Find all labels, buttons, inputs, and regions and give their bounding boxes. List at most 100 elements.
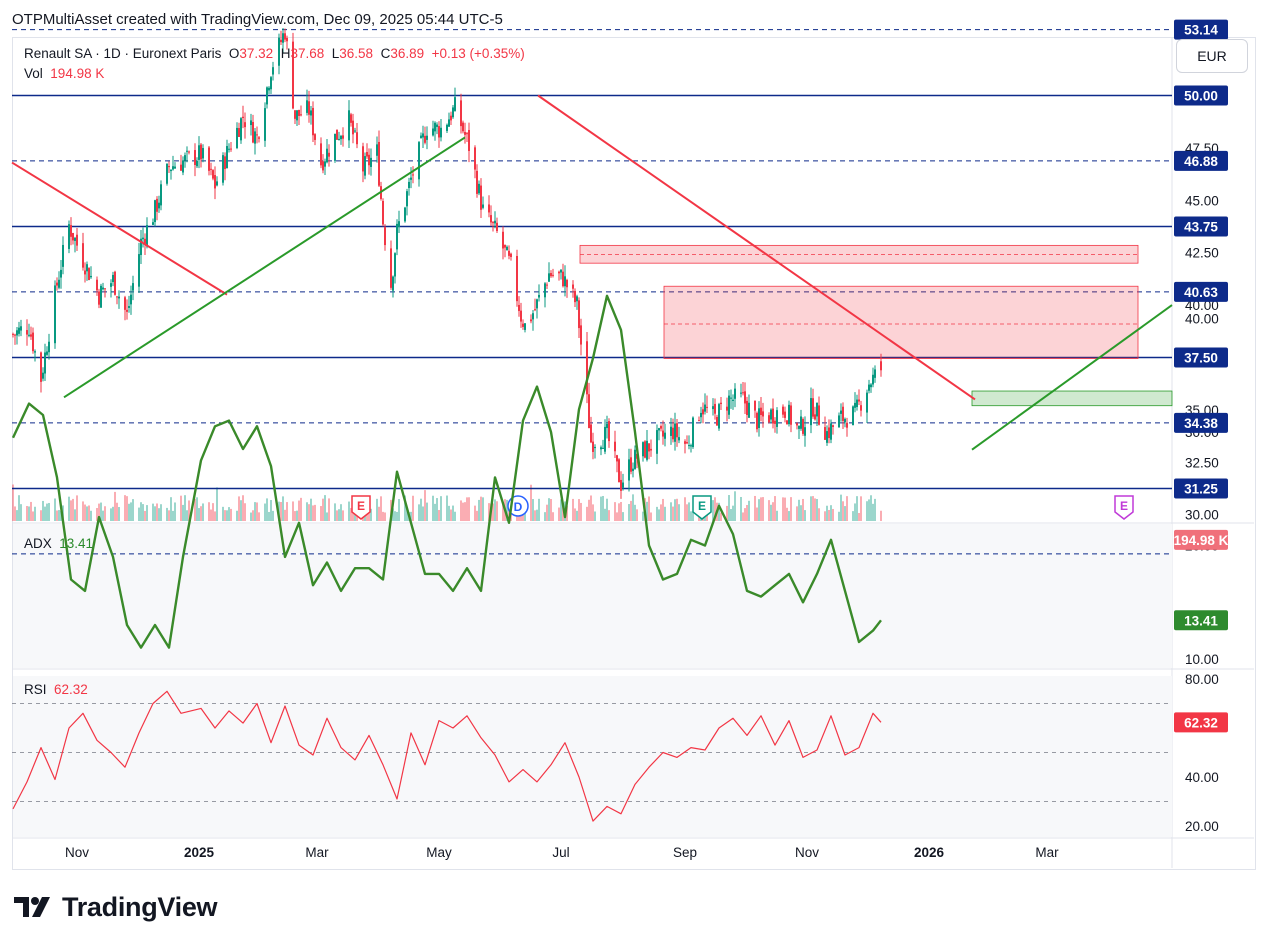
candle-body xyxy=(502,231,504,249)
level-badge: 31.25 xyxy=(1174,478,1228,499)
candle-body xyxy=(240,118,242,141)
candle-body xyxy=(160,184,162,206)
candle-body xyxy=(628,459,630,481)
volume-bar xyxy=(100,502,102,521)
volume-bar xyxy=(208,502,210,521)
volume-bar xyxy=(168,510,170,521)
volume-bar xyxy=(280,502,282,521)
volume-bar xyxy=(684,497,686,521)
candle-body xyxy=(712,406,714,410)
price-tick-label: 42.50 xyxy=(1185,246,1219,261)
currency-selector[interactable]: EUR xyxy=(1176,39,1248,73)
candle-body xyxy=(656,430,658,454)
candle-body xyxy=(418,142,420,180)
volume-bar xyxy=(734,491,736,521)
volume-bar xyxy=(88,505,90,521)
volume-bar xyxy=(284,509,286,521)
candle-body xyxy=(28,334,30,336)
candle-body xyxy=(376,144,378,156)
candle-body xyxy=(462,122,464,132)
volume-bar xyxy=(446,495,448,521)
volume-bar xyxy=(740,496,742,521)
volume-bar xyxy=(426,502,428,521)
volume-bar xyxy=(538,498,540,521)
candle-body xyxy=(242,116,244,119)
volume-bar xyxy=(348,501,350,521)
candle-body xyxy=(798,425,800,429)
candle-body xyxy=(210,168,212,170)
volume-bar xyxy=(74,509,76,521)
time-tick-label: Nov xyxy=(795,845,819,860)
candle-body xyxy=(146,225,148,247)
support-zone xyxy=(971,390,1173,407)
volume-bar xyxy=(874,498,876,521)
candle-body xyxy=(90,275,92,278)
candle-body xyxy=(300,114,302,116)
candle-body xyxy=(558,271,560,274)
candle-body xyxy=(156,198,158,212)
earnings-marker-red: E xyxy=(351,495,371,520)
tradingview-logo[interactable]: TradingView xyxy=(14,890,218,924)
volume-bar xyxy=(144,510,146,521)
candle-body xyxy=(182,160,184,173)
volume-bar xyxy=(450,509,452,521)
volume-bar xyxy=(468,497,470,521)
candle-body xyxy=(770,409,772,420)
volume-bar xyxy=(796,506,798,521)
candle-body xyxy=(340,135,342,140)
time-tick-label: Mar xyxy=(1035,845,1059,860)
candle-body xyxy=(362,146,364,172)
candle-body xyxy=(858,399,860,402)
candle-body xyxy=(508,250,510,256)
candle-body xyxy=(658,428,660,431)
volume-bar xyxy=(592,504,594,521)
candle-body xyxy=(790,405,792,425)
level-badge-text: 37.50 xyxy=(1184,351,1218,366)
candle-body xyxy=(20,326,22,331)
candle-body xyxy=(32,332,34,352)
adx-badge-text: 13.41 xyxy=(1184,613,1218,628)
candle-body xyxy=(252,122,254,143)
candle-body xyxy=(238,128,240,137)
volume-bar xyxy=(42,500,44,521)
candle-body xyxy=(720,402,722,405)
candle-body xyxy=(480,185,482,210)
time-tick-label: Jul xyxy=(552,845,569,860)
level-badge-text: 50.00 xyxy=(1184,89,1218,104)
candle-body xyxy=(756,412,758,430)
volume-bar xyxy=(184,495,186,521)
volume-bar xyxy=(614,502,616,521)
earnings-marker-upcoming-letter: E xyxy=(1120,499,1128,513)
volume-bar xyxy=(200,506,202,521)
volume-bar xyxy=(312,505,314,521)
volume-bar xyxy=(572,498,574,521)
earnings-marker-upcoming: E xyxy=(1114,495,1134,520)
volume-bar xyxy=(664,506,666,521)
candle-body xyxy=(802,418,804,434)
candle-body xyxy=(40,352,42,382)
earnings-marker-green-shape xyxy=(692,495,712,520)
volume-bar xyxy=(392,508,394,521)
time-tick-label: 2026 xyxy=(914,845,945,860)
candle-body xyxy=(732,399,734,401)
volume-bar xyxy=(488,503,490,521)
volume-badge-bg xyxy=(1174,529,1228,550)
candle-body xyxy=(478,183,480,194)
candle-body xyxy=(742,392,744,394)
volume-bar xyxy=(382,511,384,521)
candle-body xyxy=(62,244,64,267)
level-badge: 37.50 xyxy=(1174,347,1228,368)
open-label: O xyxy=(228,46,240,61)
level-badge: 34.38 xyxy=(1174,412,1228,433)
rsi-tick-label: 20.00 xyxy=(1185,819,1219,834)
change-value: +0.13 (+0.35%) xyxy=(431,46,525,61)
candle-body xyxy=(130,294,132,305)
candle-body xyxy=(424,135,426,143)
candle-body xyxy=(812,398,814,417)
candle-body xyxy=(30,334,32,337)
candle-body xyxy=(880,361,882,371)
candle-body xyxy=(606,424,608,429)
candle-body xyxy=(368,154,370,166)
volume-bar xyxy=(28,506,30,521)
